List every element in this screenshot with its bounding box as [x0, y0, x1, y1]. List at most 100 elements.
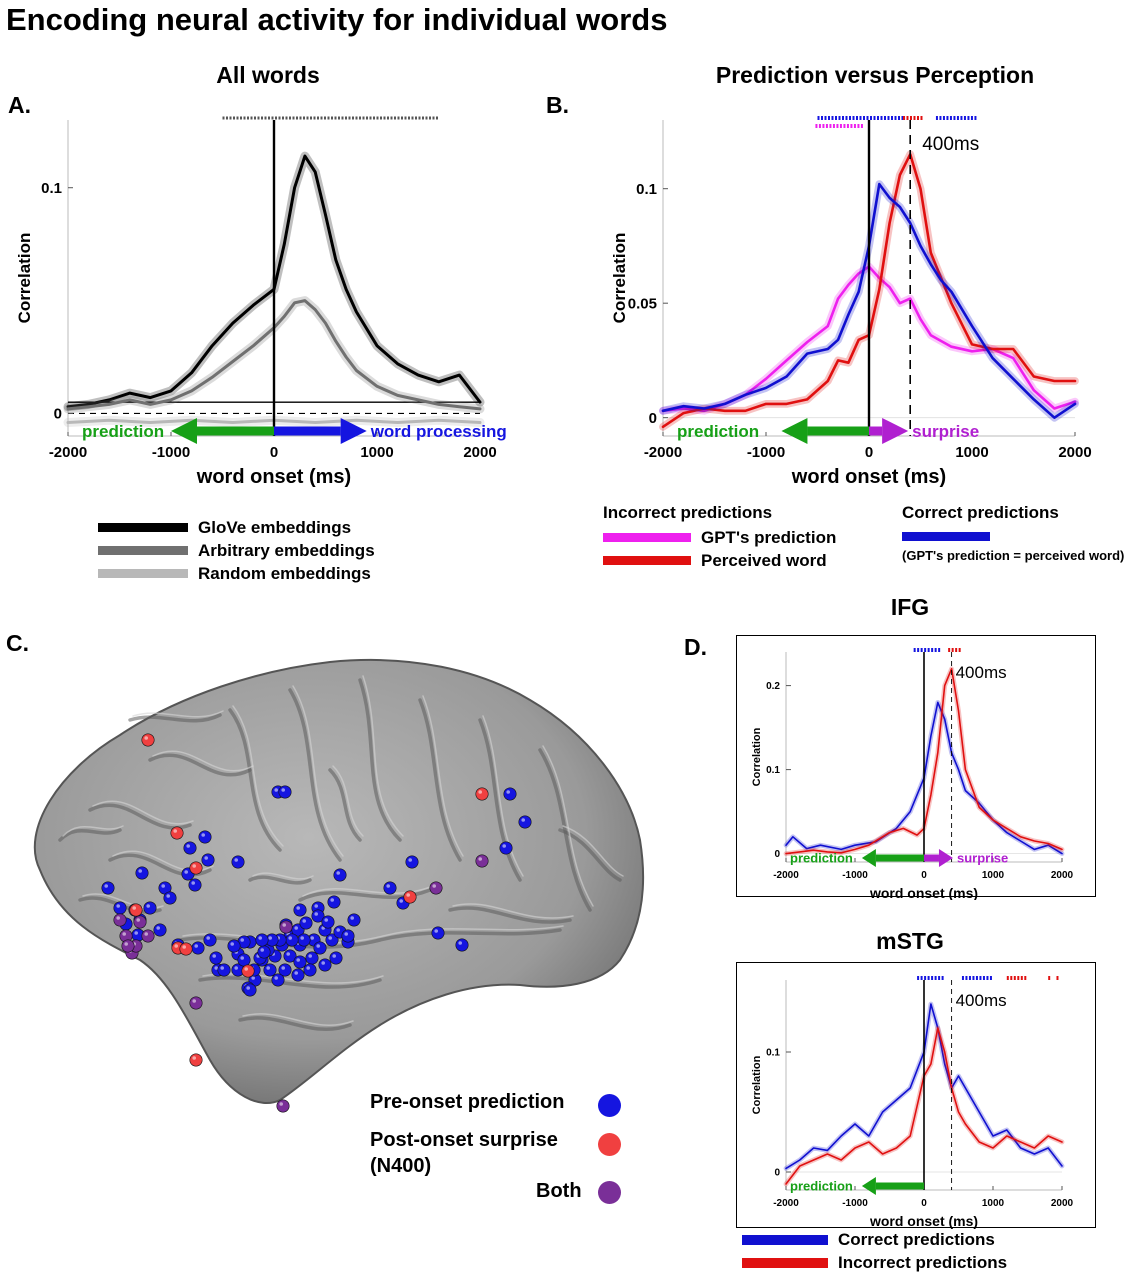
legend-a-label-1: Arbitrary embeddings — [198, 540, 375, 560]
electrode-purple — [475, 854, 489, 868]
chart-d2-arrow-label: prediction — [790, 1179, 853, 1194]
electrode-blue — [383, 881, 397, 895]
legend-d-swatch-1 — [742, 1257, 828, 1268]
electrode-blue-highlight — [386, 884, 391, 888]
chart-d2: 0 0.1 -2000 -1000 0 1000 2000 word onset (ms) Co… — [736, 962, 1096, 1229]
brain-legend-n400: (N400) — [370, 1155, 432, 1177]
panel-label-a: A. — [8, 92, 31, 118]
electrode-blue — [188, 878, 202, 892]
electrode-blue — [271, 973, 285, 987]
brain-sulcus — [248, 875, 312, 885]
chart-d1-400ms-label: 400ms — [956, 663, 1007, 682]
electrode-blue-highlight — [166, 894, 170, 898]
brain-gyrus-highlight — [422, 695, 464, 857]
chart-d1-arrow-head — [861, 849, 876, 867]
electrode-red — [179, 942, 193, 956]
electrode-blue — [405, 855, 419, 869]
electrode-blue — [341, 929, 355, 943]
electrode-purple-highlight — [136, 918, 140, 922]
legend-b-correct-swatch — [902, 532, 990, 541]
chart-d2-series-line — [785, 1027, 1063, 1185]
legend-d-item: Correct predictions — [742, 1228, 1007, 1251]
brain-gyrus-highlight — [232, 705, 284, 847]
chart-a-xtick-label: -1000 — [152, 444, 190, 461]
brain-sulcus — [238, 1016, 352, 1031]
electrode-purple-highlight — [122, 932, 126, 936]
electrode-red-highlight — [182, 945, 186, 949]
chart-d2-xtick-label: -2000 — [773, 1198, 799, 1209]
electrode-purple-highlight — [282, 923, 287, 927]
chart-b-arrow-label: surprise — [912, 422, 979, 441]
electrode-blue — [299, 916, 313, 930]
electrode-red-highlight — [192, 864, 196, 868]
chart-d1-ytick-label: 0.2 — [766, 681, 780, 692]
electrode-blue — [329, 951, 343, 965]
electrode-blue — [209, 951, 223, 965]
brain-gyrus-highlight — [182, 925, 564, 944]
chart-a-xtick-label: -2000 — [49, 444, 87, 461]
electrode-red — [170, 826, 184, 840]
chart-b-xtick-label: -1000 — [747, 444, 785, 461]
electrode-purple — [133, 915, 147, 929]
electrode-blue — [291, 968, 305, 982]
chart-a-series-line — [66, 299, 482, 411]
electrode-blue-highlight — [234, 858, 238, 862]
electrode-blue-highlight — [274, 976, 279, 980]
chart-d1-xtick-label: 1000 — [982, 870, 1005, 881]
brain-legend-both: Both — [536, 1180, 582, 1202]
electrode-blue — [278, 785, 292, 799]
electrode-blue-highlight — [521, 818, 525, 822]
electrode-blue — [203, 933, 217, 947]
electrode-blue-highlight — [294, 971, 299, 975]
electrode-blue-highlight — [321, 961, 326, 965]
brain-sulcus — [418, 698, 462, 862]
chart-a-arrow-label: word processing — [370, 422, 507, 441]
chart-d2-title: mSTG — [876, 928, 944, 954]
chart-d1-arrow-label: prediction — [790, 851, 853, 866]
electrode-blue — [201, 853, 215, 867]
brain-sulcus — [178, 928, 562, 949]
electrode-blue-highlight — [399, 899, 404, 903]
chart-a-ytick-label: 0.1 — [41, 180, 62, 197]
brain-legend-dot-red — [598, 1133, 621, 1156]
electrode-purple-highlight — [279, 1102, 284, 1106]
electrode-blue — [113, 901, 127, 915]
electrode-blue-highlight — [408, 858, 413, 862]
chart-a-xlabel: word onset (ms) — [196, 466, 351, 488]
chart-d1-series-line — [785, 701, 1063, 855]
chart-b-ytick-label: 0.1 — [636, 181, 657, 198]
chart-d2-xtick-label: 2000 — [1051, 1198, 1074, 1209]
brain-gyrus-highlight — [562, 825, 624, 877]
electrode-blue — [227, 939, 241, 953]
electrode-blue — [518, 815, 532, 829]
legend-b-item: Perceived word — [603, 549, 836, 572]
chart-d1-xlabel: word onset (ms) — [869, 885, 978, 900]
electrode-blue-highlight — [328, 936, 333, 940]
electrode-red — [141, 733, 155, 747]
electrode-blue — [293, 903, 307, 917]
chart-d2-ytick-label: 0.1 — [766, 1048, 780, 1059]
electrode-blue — [285, 933, 299, 947]
electrode-blue-highlight — [194, 944, 198, 948]
brain-sulcus — [128, 713, 222, 723]
electrode-blue-highlight — [310, 936, 315, 940]
chart-a-arrow-head — [340, 418, 367, 444]
electrode-blue — [257, 945, 271, 959]
electrode-blue-highlight — [268, 936, 273, 940]
chart-b-arrow-head — [781, 418, 808, 444]
electrode-blue-highlight — [458, 941, 463, 945]
chart-a-xtick-label: 1000 — [360, 444, 393, 461]
chart-d1-arrow-head — [938, 849, 953, 867]
brain-sulcus — [358, 678, 402, 842]
electrode-blue-highlight — [116, 904, 120, 908]
electrode-purple-highlight — [144, 932, 148, 936]
electrode-red-highlight — [174, 944, 178, 948]
legend-a-item: Arbitrary embeddings — [98, 539, 375, 562]
legend-d-label-1: Incorrect predictions — [838, 1252, 1008, 1272]
electrode-blue — [297, 933, 311, 947]
legend-b-label-1: Perceived word — [701, 550, 827, 570]
electrode-blue-highlight — [204, 856, 208, 860]
electrode-blue-highlight — [281, 788, 286, 792]
chart-a-ytick-label: 0 — [54, 406, 62, 423]
electrode-blue-highlight — [134, 931, 138, 935]
